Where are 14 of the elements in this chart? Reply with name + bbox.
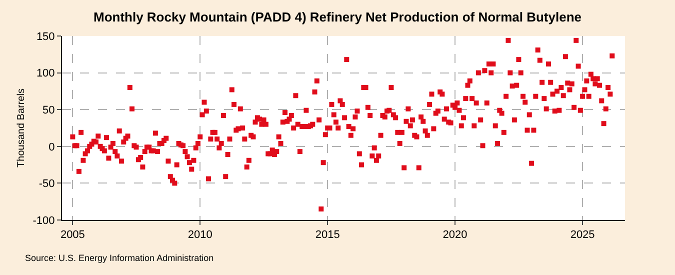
x-tick-label: 2020 xyxy=(442,229,468,242)
x-tick-label: 2025 xyxy=(570,229,595,242)
y-tick-label: 50 xyxy=(42,104,55,116)
x-tick-label: 2010 xyxy=(188,229,212,242)
y-tick-label: 150 xyxy=(36,30,55,43)
x-tick-label: 2015 xyxy=(315,229,340,242)
y-tick-label: 0 xyxy=(48,141,55,154)
source-note: Source: U.S. Energy Information Administration xyxy=(25,253,214,263)
x-tick-label: 2005 xyxy=(60,229,85,242)
y-axis-title: Thousand Barrels xyxy=(16,88,27,168)
y-tick-label: -50 xyxy=(38,178,55,190)
y-tick-label: 100 xyxy=(36,68,55,80)
chart-title: Monthly Rocky Mountain (PADD 4) Refinery Net Production of Normal Butylene xyxy=(93,9,582,24)
y-tick-label: -100 xyxy=(32,214,55,227)
